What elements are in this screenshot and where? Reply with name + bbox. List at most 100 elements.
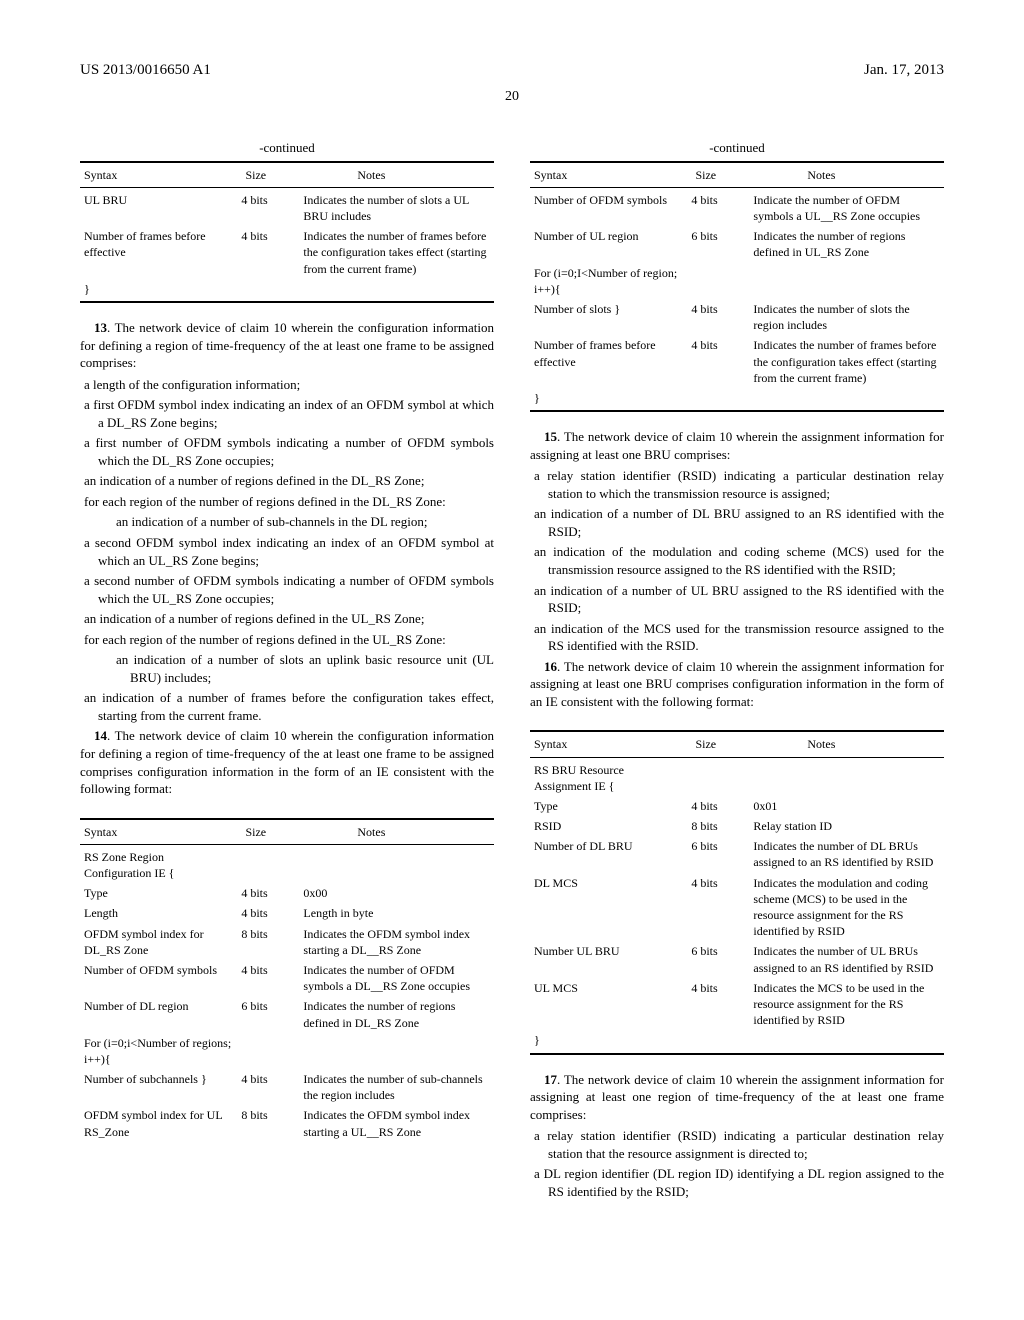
table-cell: } [80,279,237,299]
list-item: for each region of the number of regions… [80,631,494,649]
table-row: Number of frames before effective4 bitsI… [80,226,494,279]
right-table1: -continued Syntax Size Notes Number of O… [530,139,944,412]
table-cell: Indicates the number of OFDM symbols a D… [299,960,494,996]
claim-14-lead: 14. The network device of claim 10 where… [80,727,494,797]
table-cell: } [530,1030,687,1050]
table-cell: OFDM symbol index for DL_RS Zone [80,924,237,960]
right-table2: Syntax Size Notes RS BRU Resource Assign… [530,730,944,1054]
claim-number: 14 [94,728,107,743]
table-cell: DL MCS [530,873,687,942]
table-cell: Indicates the MCS to be used in the reso… [749,978,944,1031]
syntax-table-body: RS BRU Resource Assignment IE {Type4 bit… [530,760,944,1051]
claim-17-items: a relay station identifier (RSID) indica… [530,1127,944,1200]
table-cell: Number of OFDM symbols [80,960,237,996]
table-cell: 8 bits [237,1105,299,1141]
table-cell: Indicates the number of regions defined … [749,226,944,262]
table-cell: Number of UL region [530,226,687,262]
list-item: a second OFDM symbol index indicating an… [80,534,494,569]
list-item: for each region of the number of regions… [80,493,494,511]
table-cell: 4 bits [237,226,299,279]
table-cell: Indicate the number of OFDM symbols a UL… [749,190,944,226]
table-cell: 4 bits [687,873,749,942]
table-cell: } [530,388,687,408]
table-cell: OFDM symbol index for UL RS_Zone [80,1105,237,1141]
syntax-table-body: Number of OFDM symbols 4 bits Indicate the… [530,190,944,408]
table-cell: 4 bits [687,978,749,1031]
sub-item: an indication of a number of slots an up… [116,651,494,686]
table-cell: Number of DL region [80,996,237,1032]
table-cell [749,760,944,796]
table-cell: 4 bits [687,299,749,335]
table-cell: Indicates the number of frames before th… [749,335,944,388]
table-row: UL MCS4 bitsIndicates the MCS to be used… [530,978,944,1031]
table-cell: 6 bits [687,226,749,262]
claim-text: The network device of claim 10 wherein t… [530,659,944,709]
claim-text: The network device of claim 10 wherein t… [530,429,944,462]
table-cell: For (i=0;I<Number of region; i++){ [530,263,687,299]
table-cell: Number of slots } [530,299,687,335]
list-item: an indication of a number of regions def… [80,610,494,628]
table-cell [299,1033,494,1069]
page-header: US 2013/0016650 A1 Jan. 17, 2013 [80,60,944,80]
table-row: Number of DL region6 bitsIndicates the n… [80,996,494,1032]
table-cell: Type [530,796,687,816]
table-cell: Indicates the number of regions defined … [299,996,494,1032]
table-cell: Length [80,903,237,923]
table-cell: Indicates the number of UL BRUs assigned… [749,941,944,977]
table-cell: 8 bits [687,816,749,836]
syntax-table: Syntax Size Notes [530,734,944,754]
table-row: Number of DL BRU6 bitsIndicates the numb… [530,836,944,872]
table-row: RS Zone Region Configuration IE { [80,847,494,883]
table-cell: Indicates the number of sub-channels the… [299,1069,494,1105]
table-cell [299,279,494,299]
table-row: RS BRU Resource Assignment IE { [530,760,944,796]
table-row: Number of frames before effective4 bitsI… [530,335,944,388]
table-cell: Number of OFDM symbols [530,190,687,226]
claim-13-lead: 13. The network device of claim 10 where… [80,319,494,372]
list-item: an indication of the MCS used for the tr… [530,620,944,655]
table-cell [237,847,299,883]
table-cell [687,263,749,299]
table-cell: Indicates the number of slots the region… [749,299,944,335]
table-cell: Number of subchannels } [80,1069,237,1105]
col-header: Notes [353,822,494,842]
doc-date: Jan. 17, 2013 [864,60,944,80]
table-cell [749,1030,944,1050]
table-cell [749,263,944,299]
table-row: } [530,1030,944,1050]
left-table2: Syntax Size Notes RS Zone Region Configu… [80,818,494,1142]
table-cell: 8 bits [237,924,299,960]
table-cell: Relay station ID [749,816,944,836]
list-item: a relay station identifier (RSID) indica… [530,467,944,502]
table-cell: Number of frames before effective [80,226,237,279]
table-cell: Type [80,883,237,903]
table-cell: 4 bits [687,796,749,816]
list-item: an indication of a number of regions def… [80,472,494,490]
table-cell: Number UL BRU [530,941,687,977]
table-cell: RS BRU Resource Assignment IE { [530,760,687,796]
claim-number: 15 [544,429,557,444]
table-cell [749,388,944,408]
two-column-layout: -continued Syntax Size Notes UL BRU4 bit… [80,131,944,1203]
list-item: an indication of a number of frames befo… [80,689,494,724]
table-cell: Indicates the number of slots a UL BRU i… [299,190,494,226]
table-cell: Indicates the OFDM symbol index starting… [299,924,494,960]
table-row: DL MCS4 bitsIndicates the modulation and… [530,873,944,942]
col-header: Size [241,165,353,185]
col-header: Size [691,734,803,754]
claim-13-items2: a second OFDM symbol index indicating an… [80,534,494,648]
table-cell: 6 bits [237,996,299,1032]
table-cell: 4 bits [237,1069,299,1105]
left-table1: -continued Syntax Size Notes UL BRU4 bit… [80,139,494,303]
table-row: Length4 bitsLength in byte [80,903,494,923]
claim-text: The network device of claim 10 wherein t… [80,728,494,796]
table-cell: UL BRU [80,190,237,226]
table-cell [687,388,749,408]
claim-number: 13 [94,320,107,335]
table-cell: UL MCS [530,978,687,1031]
syntax-table: Syntax Size Notes [530,165,944,185]
claim-17-lead: 17. The network device of claim 10 where… [530,1071,944,1124]
table-cell: 6 bits [687,836,749,872]
claim-text: The network device of claim 10 wherein t… [530,1072,944,1122]
syntax-table-body: RS Zone Region Configuration IE {Type 4 b… [80,847,494,1142]
